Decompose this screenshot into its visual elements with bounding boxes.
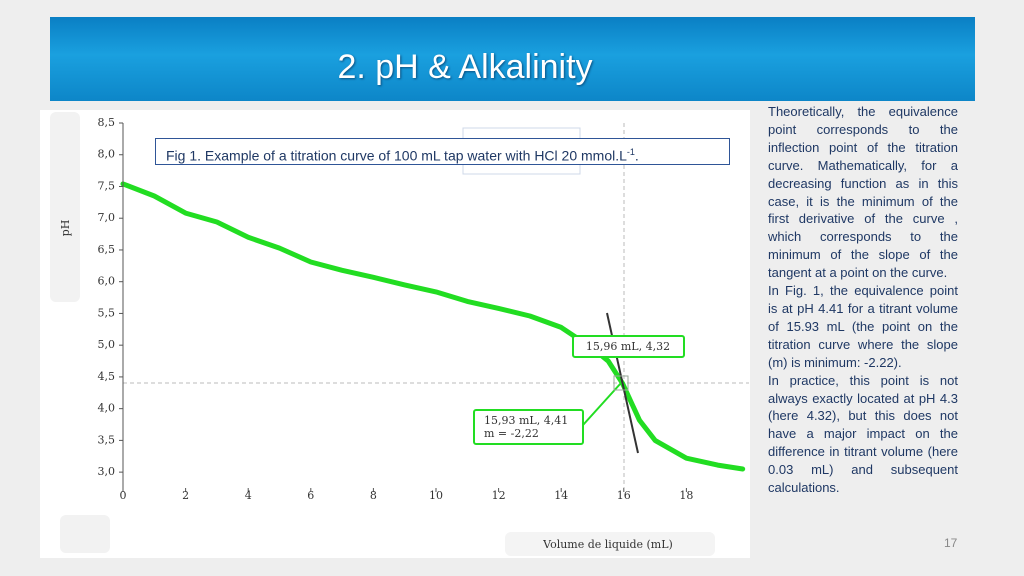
axis-title-box [505,532,715,556]
x-tick-label: 6 [307,489,314,502]
x-tick-label: 12 [492,489,506,502]
x-tick-label: 10 [429,489,443,502]
x-axis-title: Volume de liquide (mL) [542,538,673,551]
y-tick-label: 3,5 [98,433,116,446]
x-tick-label: 16 [617,489,631,502]
chart-panel [40,110,750,558]
header-banner [50,17,975,101]
caption-end: . [634,147,639,164]
y-tick-label: 5,0 [98,338,116,351]
annotation: 15,96 mL, 4,32 [586,340,670,353]
paragraph: Theoretically, the equivalence point cor… [768,104,958,281]
tangent-line [606,312,639,454]
y-tick-label: 4,0 [98,402,116,415]
y-tick-label: 6,0 [98,275,116,288]
connector [582,382,622,426]
toolbar [60,515,110,553]
page-number: 17 [944,536,958,550]
annotation-box [572,335,685,358]
caption-superscript: -1 [626,147,635,157]
y-axis-title: pH [59,220,72,237]
y-tick-label: 4,5 [98,370,116,383]
point-marker [613,375,629,391]
paragraph: In practice, this point is not always ex… [768,372,958,496]
x-tick-label: 4 [245,489,252,502]
x-tick-label: 8 [370,489,377,502]
body-text: Theoretically, the equivalence point cor… [768,103,958,497]
annotation-box [473,409,584,445]
y-tick-label: 8,0 [98,148,116,161]
y-tick-label: 7,0 [98,211,116,224]
figure-caption: Fig 1. Example of a titration curve of 1… [155,138,730,165]
y-tick-label: 3,0 [98,465,116,478]
y-tick-label: 6,5 [98,243,116,256]
paragraph: In Fig. 1, the equivalence point is at p… [768,283,958,370]
caption-text: Fig 1. Example of a titration curve of 1… [166,147,627,164]
annotation: m = -2,22 [484,427,539,440]
y-tick-label: 8,5 [98,116,116,129]
data-line [120,181,746,472]
slide-title: 2. pH & Alkalinity [337,48,593,86]
toolbar [50,112,80,302]
y-tick-label: 7,5 [98,179,116,192]
x-tick-label: 14 [554,489,568,502]
y-tick-label: 5,5 [98,306,116,319]
x-tick-label: 18 [679,489,693,502]
x-tick-label: 0 [120,489,127,502]
annotation: 15,93 mL, 4,41 [484,414,568,427]
x-tick-label: 2 [182,489,189,502]
